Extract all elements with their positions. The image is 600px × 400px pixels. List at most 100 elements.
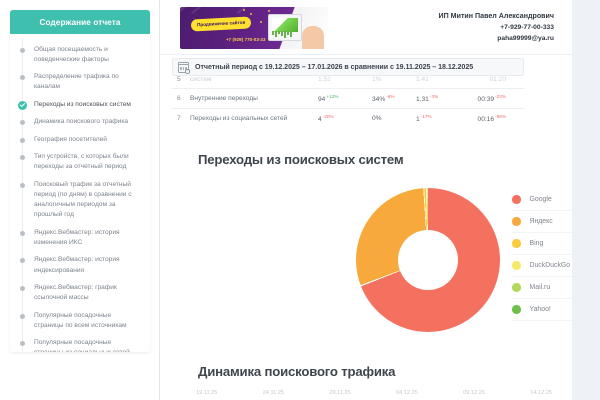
bullet-icon <box>19 182 25 188</box>
table-row[interactable]: 5 систем 1.52 1% 1.41 01:20 <box>172 76 524 89</box>
row-share: 1% <box>372 76 382 83</box>
bullet-icon <box>19 313 25 319</box>
legend-item-yandex[interactable]: Яндекс 1288+100% <box>512 211 600 233</box>
report-period-text: Отчетный период с 19.12.2025 – 17.01.202… <box>195 63 474 71</box>
sidebar-item-perehody-iz-poiskovyh-sistem[interactable]: Переходы из поисковых систем <box>10 96 150 113</box>
bullet-icon <box>19 286 25 291</box>
legend-color-dot <box>512 239 521 248</box>
sidebar-item-label: Яндекс.Вебмастер: график ссылочной массы <box>34 284 117 302</box>
row-visits-delta: +12% <box>326 94 339 99</box>
sidebar-item-label: Популярные посадочные страницы из социал… <box>34 339 130 352</box>
sidebar-item-webmaster-links[interactable]: Яндекс.Вебмастер: график ссылочной массы <box>10 279 150 307</box>
axis-tick-label: 19.11.25 <box>196 390 218 396</box>
sidebar-item-landing-all-sources[interactable]: Популярные посадочные страницы по всем и… <box>10 307 150 335</box>
axis-tick-label: 14.12.25 <box>530 390 552 396</box>
donut-ring <box>356 188 500 332</box>
page-title-search-sources: Переходы из поисковых систем <box>198 152 404 167</box>
bullet-icon <box>19 341 25 347</box>
contact-name: ИП Митин Павел Александрович <box>438 12 554 20</box>
row-number: 7 <box>177 115 181 123</box>
legend-label: Bing <box>529 240 544 247</box>
toc-list: Общая посещаемость и поведенческие факто… <box>10 34 150 352</box>
banner-badge-label: Продвижение сайтов <box>190 16 252 32</box>
row-visits: 4 <box>318 116 322 124</box>
row-duration: 01:20 <box>489 76 506 83</box>
sidebar: Содержание отчета Общая посещаемость и п… <box>0 0 160 400</box>
page-gutter <box>572 0 600 400</box>
page-title-search-dynamics: Динамика поискового трафика <box>198 364 396 379</box>
legend-label: Яндекс <box>529 218 553 225</box>
axis-tick-label: 04.12.25 <box>396 390 418 396</box>
bullet-icon <box>19 120 25 126</box>
sidebar-item-dinamika-poiskovogo-trafika[interactable]: Динамика поискового трафика <box>10 114 150 131</box>
metrics-table: 5 систем 1.52 1% 1.41 01:20 6 Внутренние… <box>172 76 524 128</box>
sidebar-item-label: Динамика поискового трафика <box>34 118 129 126</box>
legend-color-dot <box>512 283 521 292</box>
sidebar-item-landing-social[interactable]: Популярные посадочные страницы из социал… <box>10 335 150 352</box>
sidebar-item-label: Переходы из поисковых систем <box>34 100 131 108</box>
axis-tick-label: 24.11.25 <box>262 390 285 396</box>
sidebar-item-label: Популярные посадочные страницы по всем и… <box>34 311 127 329</box>
report-body: Продвижение сайтов +7 (929) 770-03-33 ИП… <box>160 0 600 400</box>
bullet-icon <box>19 137 25 143</box>
table-row[interactable]: 7 Переходы из социальных сетей 4-20% 0% … <box>172 109 524 128</box>
legend-color-dot <box>512 261 521 270</box>
sidebar-item-label: Поисковый трафик за отчетный период (по … <box>34 180 132 219</box>
contact-phone[interactable]: +7-929-77-00-333 <box>500 23 554 31</box>
row-depth: 1 <box>416 116 420 124</box>
contact-email[interactable]: paha99999@ya.ru <box>497 34 554 42</box>
row-depth-delta: -3% <box>429 94 439 99</box>
sidebar-item-webmaster-iks[interactable]: Яндекс.Вебмастер: история изменения ИКС <box>10 224 150 252</box>
row-number: 6 <box>177 95 181 103</box>
sidebar-item-label: Распределение трафика по каналам <box>34 73 119 91</box>
sidebar-item-label: Тип устройств, с которых были переходы з… <box>34 153 129 171</box>
row-depth: 1.41 <box>416 76 429 83</box>
row-label: Переходы из социальных сетей <box>190 115 288 123</box>
table-row[interactable]: 6 Внутренние переходы 94+12% 34%-6% 1.31… <box>172 89 524 109</box>
bullet-icon <box>19 230 25 236</box>
banner-phone-label: +7 (929) 770-03-33 <box>226 37 266 42</box>
legend-item-yahoo[interactable]: Yahoo! 2 <box>512 299 600 321</box>
hand-illustration <box>302 26 324 49</box>
bullet-icon <box>19 258 25 264</box>
legend-item-duckduckgo[interactable]: DuckDuckGo 9+50% <box>512 255 600 277</box>
sidebar-item-geografiya-posetitelej[interactable]: География посетителей <box>10 131 150 148</box>
legend-color-dot <box>512 217 521 226</box>
legend-item-google[interactable]: Google 2997+94% <box>512 189 600 211</box>
row-label: систем <box>190 76 212 83</box>
legend-label: Yahoo! <box>529 306 551 313</box>
contact-block: ИП Митин Павел Александрович +7-929-77-0… <box>439 7 554 44</box>
report-period-bar: Отчетный период с 19.12.2025 – 17.01.202… <box>172 58 524 76</box>
metrics-table-partial: 5 систем 1.52 1% 1.41 01:20 6 Внутренние… <box>172 76 524 128</box>
row-visits: 94 <box>318 96 326 104</box>
search-sources-donut-chart <box>356 188 500 332</box>
row-share-delta: -6% <box>386 94 395 99</box>
bullet-icon <box>19 47 25 53</box>
check-circle-icon <box>17 101 27 111</box>
row-number: 5 <box>177 76 181 83</box>
sidebar-item-raspredelenie-trafika[interactable]: Распределение трафика по каналам <box>10 69 150 97</box>
sidebar-item-label: Яндекс.Вебмастер: история индексирования <box>34 256 120 274</box>
calendar-search-icon <box>178 61 190 74</box>
sidebar-item-webmaster-indexing[interactable]: Яндекс.Вебмастер: история индексирования <box>10 252 150 280</box>
sidebar-item-label: География посетителей <box>34 135 107 143</box>
row-duration-delta: -23% <box>495 94 506 99</box>
row-depth: 1.31 <box>416 96 429 104</box>
legend-color-dot <box>512 195 521 204</box>
legend-item-bing[interactable]: Bing 19+90% <box>512 233 600 255</box>
promo-banner[interactable]: Продвижение сайтов +7 (929) 770-03-33 <box>180 7 328 49</box>
legend-label: Mail.ru <box>529 284 551 291</box>
sidebar-item-tip-ustrojstv[interactable]: Тип устройств, с которых были переходы з… <box>10 148 150 176</box>
row-duration: 00:16 <box>477 116 495 124</box>
tablet-illustration <box>268 14 302 41</box>
legend-item-mailru[interactable]: Mail.ru 6+200% <box>512 277 600 299</box>
sidebar-item-label: Общая посещаемость и поведенческие факто… <box>34 45 109 63</box>
bullet-icon <box>19 75 25 81</box>
sidebar-item-poiskovyj-trafik-po-dnyam[interactable]: Поисковый трафик за отчетный период (по … <box>10 176 150 224</box>
legend-label: DuckDuckGo <box>529 262 571 269</box>
sidebar-item-obshchaya-poseshchaemost[interactable]: Общая посещаемость и поведенческие факто… <box>10 41 150 69</box>
row-visits-delta: -20% <box>322 114 334 120</box>
legend-color-dot <box>512 305 521 314</box>
row-label: Внутренние переходы <box>190 95 258 103</box>
